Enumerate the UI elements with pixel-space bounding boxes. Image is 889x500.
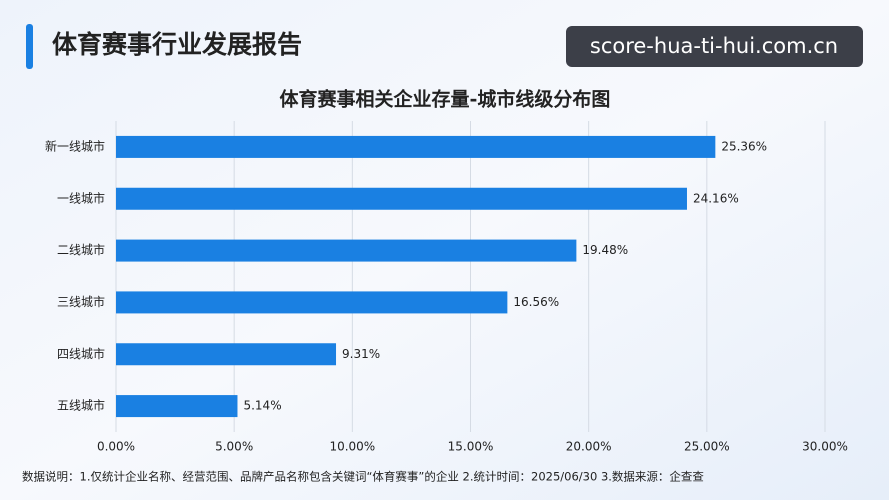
value-label: 24.16% [693, 191, 739, 205]
y-tick-label: 新一线城市 [45, 138, 105, 153]
header-title: 体育赛事行业发展报告 [52, 30, 302, 59]
value-label: 5.14% [243, 399, 281, 413]
value-label: 25.36% [721, 139, 767, 153]
y-tick-label: 二线城市 [57, 242, 105, 257]
chart-title: 体育赛事相关企业存量-城市线级分布图 [280, 88, 611, 111]
title-accent [26, 24, 33, 69]
bar [116, 343, 337, 366]
value-label: 9.31% [342, 347, 380, 361]
bar [116, 239, 577, 262]
value-label: 19.48% [582, 243, 628, 257]
y-tick-label: 四线城市 [57, 346, 105, 361]
watermark-box [566, 26, 863, 67]
x-tick-label: 5.00% [215, 440, 253, 454]
y-tick-label: 三线城市 [57, 294, 105, 309]
x-tick-label: 30.00% [802, 440, 848, 454]
y-tick-label: 五线城市 [57, 398, 105, 413]
x-tick-label: 25.00% [684, 440, 730, 454]
bar [116, 135, 716, 158]
watermark: score-hua-ti-hui.com.cn [590, 34, 838, 58]
bar [116, 395, 238, 418]
x-tick-label: 10.00% [329, 440, 375, 454]
value-label: 16.56% [513, 295, 559, 309]
bar [116, 187, 687, 210]
x-tick-label: 0.00% [97, 440, 135, 454]
footnote: 数据说明：1.仅统计企业名称、经营范围、品牌产品名称包含关键词“体育赛事”的企业… [22, 470, 704, 484]
bar [116, 291, 508, 314]
x-tick-label: 15.00% [448, 440, 494, 454]
y-tick-label: 一线城市 [57, 190, 105, 205]
x-tick-label: 20.00% [566, 440, 612, 454]
